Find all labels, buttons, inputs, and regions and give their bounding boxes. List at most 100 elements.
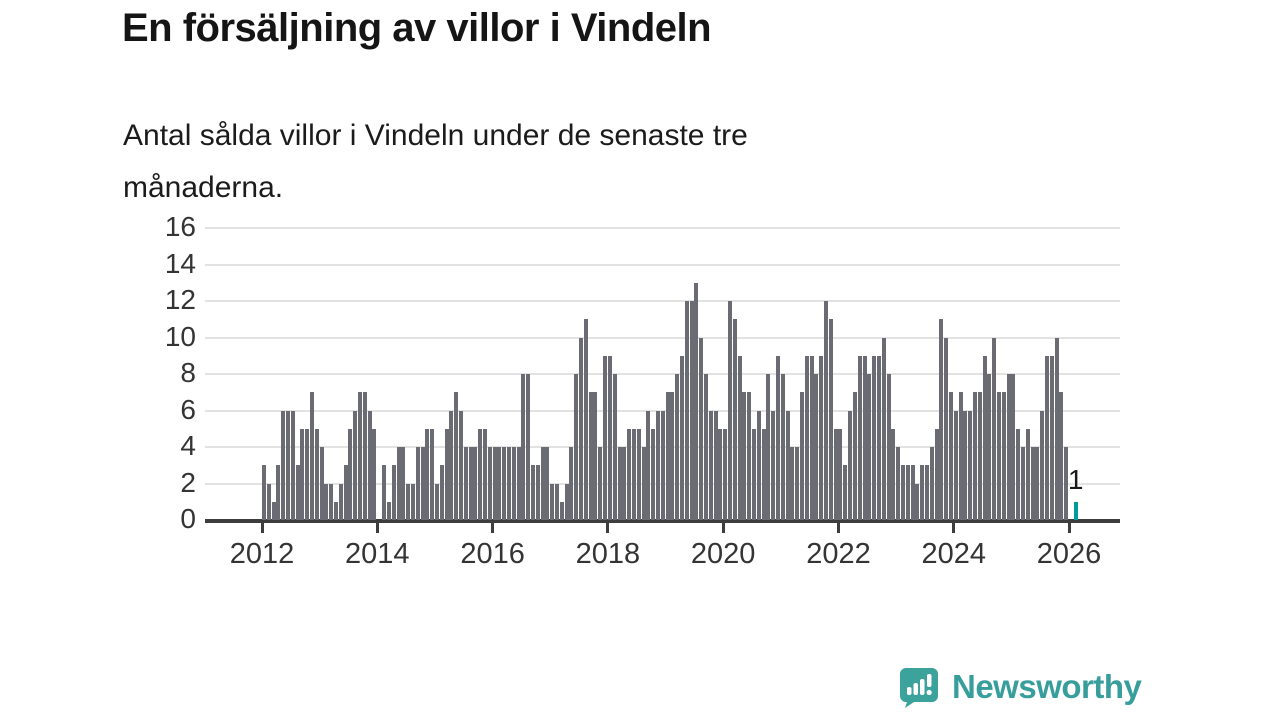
bar (641, 447, 646, 520)
bar (324, 483, 329, 520)
bar (391, 465, 396, 520)
bar (607, 355, 612, 520)
bar (463, 447, 468, 520)
bar (631, 428, 636, 520)
bar (430, 428, 435, 520)
bar-chart-plot-area: 0 2 4 6 8 10 12 14 16 2012 2014 2016 2018 2020 2022 202… (164, 211, 1120, 570)
bar (487, 447, 492, 520)
bar (636, 428, 641, 520)
bar (948, 392, 953, 520)
bar (468, 447, 473, 520)
bar (262, 465, 266, 520)
latest-value-label: 1 (1067, 463, 1084, 495)
bar (646, 410, 651, 520)
bar (1049, 355, 1054, 520)
bar (824, 301, 829, 520)
bar (564, 483, 569, 520)
bar (828, 319, 833, 520)
bar (838, 428, 843, 520)
bar (511, 447, 516, 520)
y-tick-label: 10 (164, 320, 196, 352)
bar (286, 410, 291, 520)
bar (963, 410, 968, 520)
bar (593, 392, 598, 520)
bar (756, 410, 761, 520)
page-title: En försäljning av villor i Vindeln (122, 6, 712, 50)
bar (857, 355, 862, 520)
bar (1011, 374, 1016, 520)
bar (992, 337, 997, 520)
bar (526, 374, 531, 520)
bar (305, 428, 310, 520)
bar (622, 447, 627, 520)
bar (675, 374, 680, 520)
bar (958, 392, 963, 520)
bar (497, 447, 502, 520)
bar (761, 428, 766, 520)
bar (550, 483, 555, 520)
bar (559, 501, 564, 520)
y-tick-label: 4 (180, 430, 196, 461)
bar (1059, 392, 1064, 520)
bar (276, 465, 281, 520)
x-tick-label: 2018 (575, 538, 641, 570)
bar (281, 410, 286, 520)
bar (771, 410, 776, 520)
bar (449, 410, 454, 520)
bar (535, 465, 540, 520)
y-tick-label: 6 (180, 393, 196, 425)
bar (655, 410, 660, 520)
bar (708, 410, 713, 520)
bar (454, 392, 459, 520)
x-tick-label: 2020 (690, 538, 756, 570)
bar (492, 447, 497, 520)
x-axis-tick (836, 523, 840, 533)
bar (1025, 428, 1030, 520)
bar (401, 447, 406, 520)
bar (776, 355, 781, 520)
bar (804, 355, 809, 520)
bar (780, 374, 785, 520)
bar (1040, 410, 1045, 520)
bar (386, 501, 391, 520)
brand-wordmark: Newsworthy (952, 668, 1142, 705)
bar (872, 355, 877, 520)
bar (934, 428, 939, 520)
bar (920, 465, 925, 520)
bar (545, 447, 550, 520)
bar (953, 410, 958, 520)
bar (924, 465, 929, 520)
x-tick-label: 2014 (345, 538, 410, 570)
bar (809, 355, 814, 520)
bar (660, 410, 665, 520)
x-axis-tick (606, 523, 610, 533)
bar (689, 301, 694, 520)
bar (905, 465, 910, 520)
bar (833, 428, 838, 520)
bar (737, 355, 742, 520)
x-axis-tick (260, 523, 264, 533)
bar (732, 319, 737, 520)
chart-subtitle: Antal sålda villor i Vindeln under de se… (123, 110, 748, 214)
bar (348, 428, 353, 520)
y-tick-label: 14 (164, 247, 196, 279)
bar (334, 501, 339, 520)
bar (574, 374, 579, 520)
y-tick-label: 12 (164, 284, 196, 315)
bar (876, 355, 881, 520)
bar (367, 410, 372, 520)
bar (588, 392, 593, 520)
bar (723, 428, 728, 520)
bar (891, 428, 896, 520)
bar (679, 355, 684, 520)
bar (310, 392, 315, 520)
bar (848, 410, 853, 520)
x-axis-tick (721, 523, 725, 533)
bar (434, 483, 439, 520)
bar (665, 392, 670, 520)
bar (727, 301, 732, 520)
bar (439, 465, 444, 520)
gridline (205, 373, 1120, 375)
x-tick-label: 2024 (921, 538, 987, 570)
